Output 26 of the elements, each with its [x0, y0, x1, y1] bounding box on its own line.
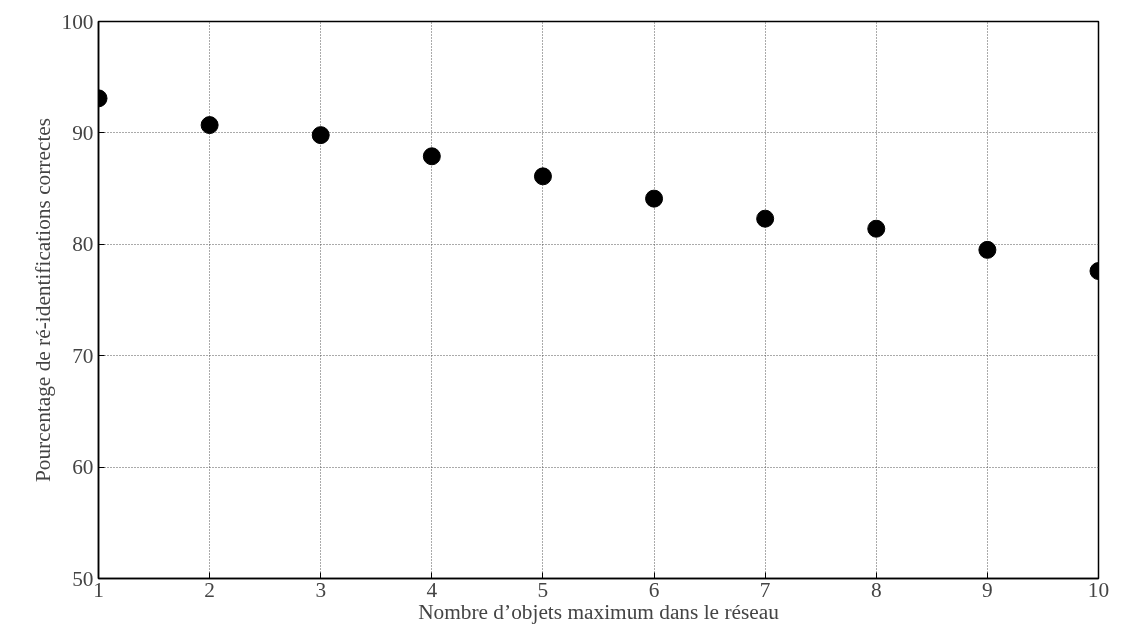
y-tick-label: 80 [72, 232, 94, 257]
point [978, 240, 997, 259]
y-axis-title: Pourcentage de ré-identifications correctes [30, 117, 55, 483]
x-tick-label: 3 [315, 577, 327, 602]
x-tick-label: 9 [982, 577, 993, 602]
y-tick-label: 100 [61, 9, 94, 34]
x-tick-label: 5 [537, 577, 549, 602]
x-tick-label: 8 [870, 577, 882, 602]
x-axis-title: Nombre d’objets maximum dans le réseau [418, 599, 780, 624]
point [756, 209, 775, 228]
y-tick-label: 70 [72, 343, 94, 368]
point [311, 126, 330, 145]
point [867, 219, 886, 238]
x-tick-label: 1 [93, 577, 104, 602]
x-tick-label: 2 [204, 577, 215, 602]
x-tick-label: 6 [648, 577, 660, 602]
y-tick-label: 90 [72, 120, 94, 145]
x-tick-label: 10 [1087, 577, 1110, 602]
x-tick-label: 7 [759, 577, 771, 602]
point [533, 167, 552, 186]
point [200, 116, 219, 135]
y-tick-label: 50 [72, 566, 94, 591]
x-tick-label: 4 [426, 577, 438, 602]
y-tick-label: 60 [72, 455, 94, 480]
point [645, 189, 664, 208]
point [422, 147, 441, 166]
